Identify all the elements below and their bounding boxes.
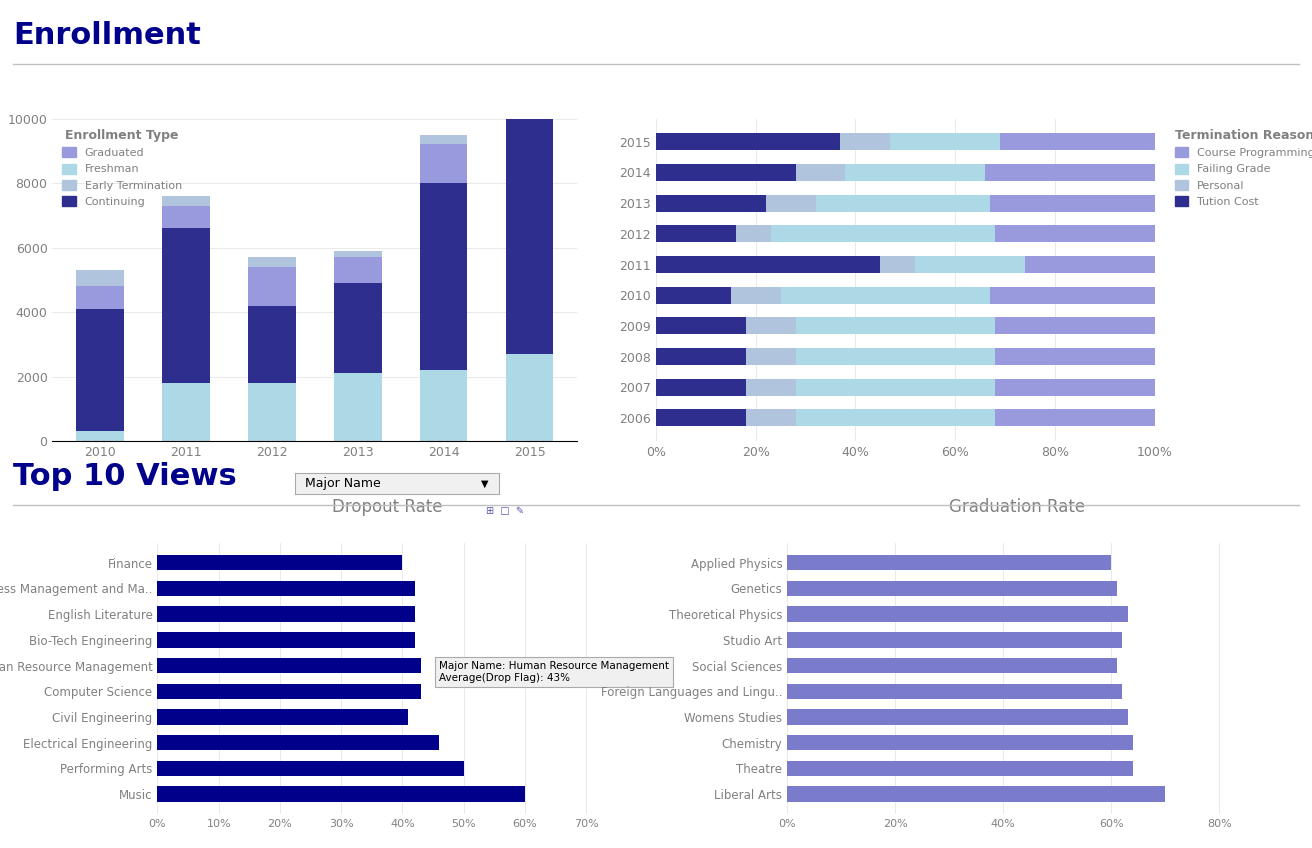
Text: ⊞  □  ✎: ⊞ □ ✎ <box>487 505 523 516</box>
Bar <box>787 555 1111 571</box>
Bar <box>157 735 440 750</box>
Bar <box>335 283 382 373</box>
Bar <box>656 287 731 304</box>
Bar <box>656 226 736 243</box>
Bar <box>76 432 123 441</box>
Bar <box>656 317 745 334</box>
Legend: Graduated, Freshman, Early Termination, Continuing: Graduated, Freshman, Early Termination, … <box>58 125 186 211</box>
Bar <box>766 195 816 212</box>
Bar <box>841 133 891 150</box>
Bar <box>157 555 403 571</box>
Bar <box>157 581 415 596</box>
Bar <box>787 709 1127 725</box>
Bar <box>745 348 795 365</box>
Bar <box>163 206 210 228</box>
Bar <box>916 256 1025 273</box>
Bar <box>76 271 123 287</box>
Bar <box>787 606 1127 622</box>
Bar <box>656 164 795 181</box>
Bar <box>76 309 123 432</box>
Bar <box>787 761 1134 776</box>
Bar <box>157 786 525 801</box>
Bar <box>994 226 1155 243</box>
Text: Major Name: Human Resource Management
Average(Drop Flag): 43%: Major Name: Human Resource Management Av… <box>440 661 669 683</box>
Bar <box>781 287 991 304</box>
Bar <box>656 410 745 427</box>
Bar <box>787 581 1117 596</box>
Bar <box>994 317 1155 334</box>
Bar <box>248 305 295 383</box>
Bar <box>420 183 467 370</box>
Bar <box>335 373 382 441</box>
Bar <box>880 256 916 273</box>
Bar <box>163 383 210 441</box>
Bar <box>656 256 880 273</box>
Bar <box>994 379 1155 396</box>
Legend: Course Programming, Failing Grade, Personal, Tution Cost: Course Programming, Failing Grade, Perso… <box>1170 125 1312 211</box>
Bar <box>420 370 467 441</box>
Bar <box>816 195 991 212</box>
Bar <box>745 379 795 396</box>
Bar <box>335 257 382 283</box>
Bar <box>656 195 766 212</box>
Bar <box>770 226 994 243</box>
Bar <box>994 410 1155 427</box>
Bar <box>506 77 554 86</box>
Bar <box>795 317 994 334</box>
Bar <box>787 632 1122 648</box>
Bar <box>991 287 1155 304</box>
Text: ▼: ▼ <box>482 478 488 488</box>
Bar <box>248 267 295 305</box>
Title: Dropout Rate: Dropout Rate <box>332 498 442 516</box>
Bar <box>506 109 554 354</box>
Bar <box>157 761 463 776</box>
Bar <box>1000 133 1155 150</box>
Bar <box>787 658 1117 673</box>
Bar <box>656 348 745 365</box>
Bar <box>985 164 1155 181</box>
Bar <box>157 632 415 648</box>
Bar <box>163 228 210 383</box>
Text: Major Name: Major Name <box>306 477 380 490</box>
Title: Graduation Rate: Graduation Rate <box>949 498 1085 516</box>
Bar <box>157 683 421 699</box>
Bar <box>1025 256 1155 273</box>
Text: Enrollment: Enrollment <box>13 21 201 50</box>
Bar <box>506 86 554 109</box>
Bar <box>76 287 123 309</box>
Bar <box>795 410 994 427</box>
Bar <box>248 383 295 441</box>
Bar <box>420 144 467 183</box>
Bar <box>736 226 770 243</box>
Bar <box>163 196 210 206</box>
Bar <box>745 410 795 427</box>
Bar <box>157 709 408 725</box>
Bar <box>891 133 1000 150</box>
Text: Top 10 Views: Top 10 Views <box>13 462 237 491</box>
Bar <box>991 195 1155 212</box>
Bar <box>745 317 795 334</box>
Bar <box>787 786 1165 801</box>
Bar <box>731 287 781 304</box>
Bar <box>795 379 994 396</box>
Bar <box>506 354 554 441</box>
Bar <box>787 735 1134 750</box>
Bar <box>845 164 985 181</box>
Bar <box>157 606 415 622</box>
Bar <box>335 251 382 257</box>
Bar <box>656 379 745 396</box>
Bar <box>795 164 845 181</box>
Bar <box>420 135 467 144</box>
Bar <box>795 348 994 365</box>
Bar <box>994 348 1155 365</box>
Bar <box>157 658 421 673</box>
Bar <box>787 683 1122 699</box>
Bar <box>656 133 841 150</box>
Bar <box>248 257 295 267</box>
